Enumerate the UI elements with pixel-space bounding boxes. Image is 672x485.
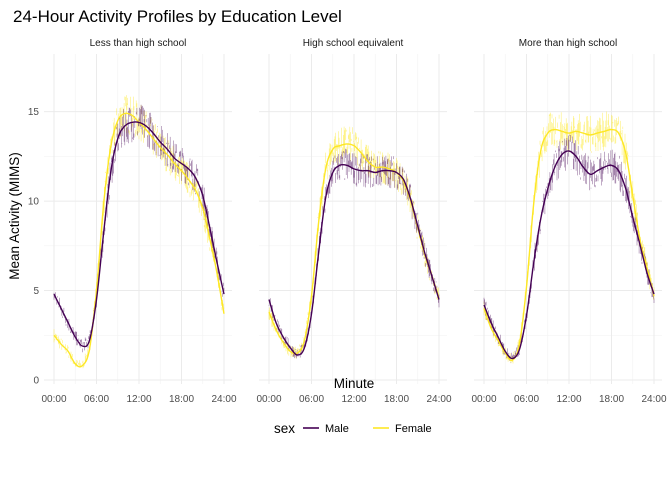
y-tick-label: 15 bbox=[28, 107, 40, 118]
x-tick-label: 06:00 bbox=[514, 394, 539, 405]
series-line-female bbox=[483, 128, 655, 362]
legend-label-female: Female bbox=[395, 423, 432, 435]
x-tick-label: 24:00 bbox=[641, 394, 666, 405]
y-tick-label: 5 bbox=[33, 286, 39, 297]
series-line-male bbox=[483, 150, 655, 360]
x-tick-label: 18:00 bbox=[384, 394, 409, 405]
chart-title: 24-Hour Activity Profiles by Education L… bbox=[13, 7, 342, 26]
facet-panels: Less than high school 00:00 06:00 12:00 18:0… bbox=[28, 38, 667, 405]
x-tick-label: 12:00 bbox=[126, 394, 151, 405]
series-line-male bbox=[268, 163, 440, 356]
legend-title: sex bbox=[274, 421, 295, 436]
y-tick-label: 0 bbox=[33, 376, 39, 387]
x-tick-label: 12:00 bbox=[341, 394, 366, 405]
x-tick-label: 24:00 bbox=[426, 394, 451, 405]
x-tick-label: 06:00 bbox=[84, 394, 109, 405]
facet-strip-label: High school equivalent bbox=[303, 38, 404, 49]
x-tick-label: 00:00 bbox=[471, 394, 496, 405]
x-axis-label: Minute bbox=[334, 376, 375, 391]
facet-panel-1: Less than high school 00:00 06:00 12:00 18:0… bbox=[28, 38, 237, 405]
x-tick-label: 12:00 bbox=[556, 394, 581, 405]
y-axis-label: Mean Activity (MIMS) bbox=[7, 152, 22, 280]
facet-strip-label: Less than high school bbox=[90, 38, 187, 49]
x-tick-label: 00:00 bbox=[41, 394, 66, 405]
x-tick-label: 18:00 bbox=[169, 394, 194, 405]
x-tick-label: 06:00 bbox=[299, 394, 324, 405]
x-tick-label: 24:00 bbox=[211, 394, 236, 405]
series-line-male bbox=[53, 121, 225, 348]
x-tick-label: 00:00 bbox=[256, 394, 281, 405]
legend: sex Male Female bbox=[274, 421, 432, 436]
facet-panel-3: More than high school 00:00 06:00 12:00 18:0… bbox=[471, 38, 666, 405]
y-tick-label: 10 bbox=[28, 197, 40, 208]
legend-label-male: Male bbox=[325, 423, 349, 435]
facet-panel-2: High school equivalent 00:00 06:00 12:00 18:… bbox=[256, 38, 451, 405]
x-tick-label: 18:00 bbox=[599, 394, 624, 405]
facet-strip-label: More than high school bbox=[519, 38, 617, 49]
